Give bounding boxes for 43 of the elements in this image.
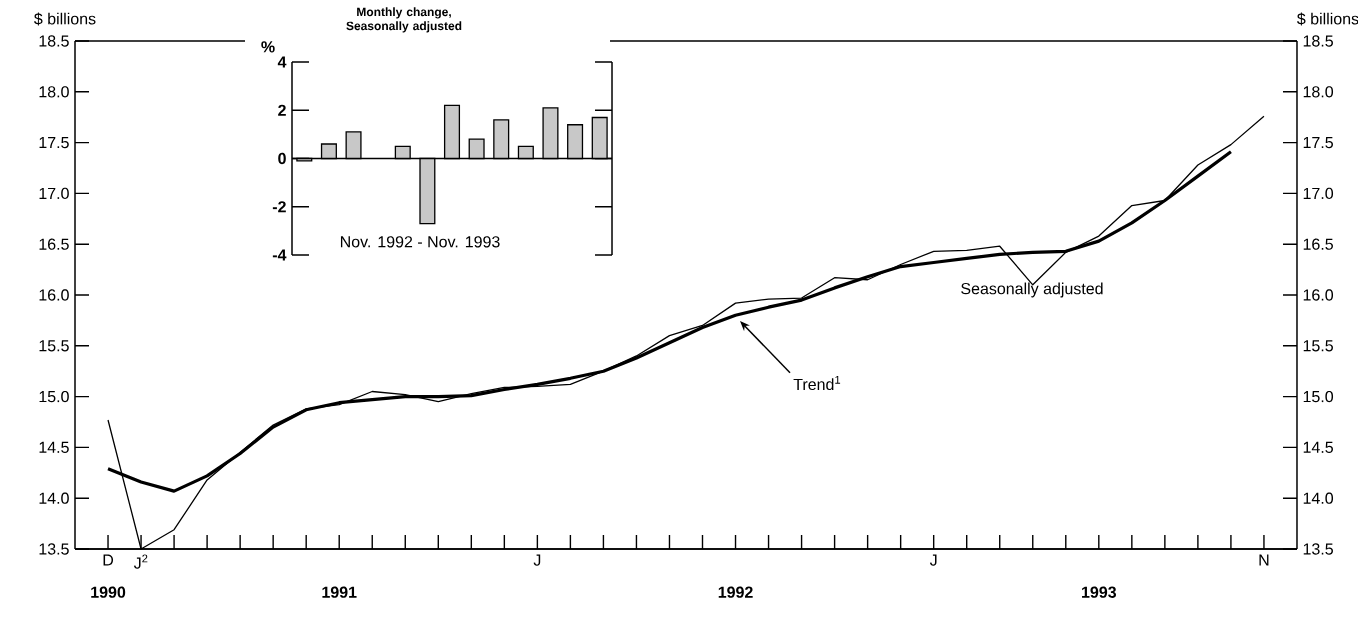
x-tick-label: J$^{2}$: [133, 554, 148, 569]
y2-tick-label: 15.5: [1303, 340, 1333, 352]
y-axis-title: %: [261, 41, 275, 53]
y2-tick-label: 13.5: [1303, 543, 1333, 555]
y-tick-label: -2: [272, 201, 286, 213]
y-tick-label: 16.5: [39, 238, 69, 250]
y2-axis-title: $ billions: [1297, 12, 1358, 26]
y-tick-label: 2: [278, 104, 286, 116]
y2-tick-label: 16.5: [1303, 238, 1333, 250]
y-tick-label: 17.5: [39, 137, 69, 149]
y-tick-label: -4: [272, 249, 287, 261]
chart-title: Monthly change, Seasonally adjusted: [346, 7, 462, 33]
x-tick-label: J: [533, 554, 541, 566]
y-tick-label: 17.0: [39, 187, 69, 200]
y-tick-label: 13.5: [39, 543, 69, 555]
y2-tick-label: 18.5: [1303, 35, 1333, 47]
y-axis-title: $ billions: [34, 12, 96, 26]
y-tick-label: 15.0: [39, 390, 69, 403]
x2-tick-label: 1991: [322, 586, 357, 598]
y-tick-label: 14.5: [39, 441, 69, 453]
x2-tick-label: 1992: [718, 586, 753, 598]
y-tick-label: 18.5: [39, 35, 69, 47]
y2-tick-label: 14.0: [1303, 492, 1334, 504]
y-tick-label: 4: [277, 56, 287, 68]
y2-tick-label: 15.0: [1303, 390, 1334, 403]
y-tick-label: 15.5: [39, 340, 69, 352]
x-tick-label: N: [1259, 554, 1269, 566]
x-tick-label: D: [103, 554, 114, 566]
x2-tick-label: 1990: [91, 586, 126, 598]
y-tick-label: 16.0: [39, 289, 69, 301]
y-tick-label: 0: [278, 152, 286, 165]
x-tick-label: J: [929, 554, 937, 566]
y2-tick-label: 17.5: [1303, 137, 1333, 149]
y2-tick-label: 16.0: [1303, 289, 1334, 301]
y2-tick-label: 14.5: [1303, 441, 1333, 453]
x-axis-title: Nov. 1992 - Nov. 1993: [340, 236, 500, 248]
x2-tick-label: 1993: [1082, 586, 1117, 598]
y2-tick-label: 18.0: [1303, 86, 1334, 98]
annotation: Seasonally adjusted: [961, 282, 1103, 298]
y-tick-label: 18.0: [39, 86, 69, 98]
y2-tick-label: 17.0: [1303, 187, 1334, 200]
annotation: Trend$^{1}$: [793, 375, 841, 391]
y-tick-label: 14.0: [39, 492, 69, 504]
